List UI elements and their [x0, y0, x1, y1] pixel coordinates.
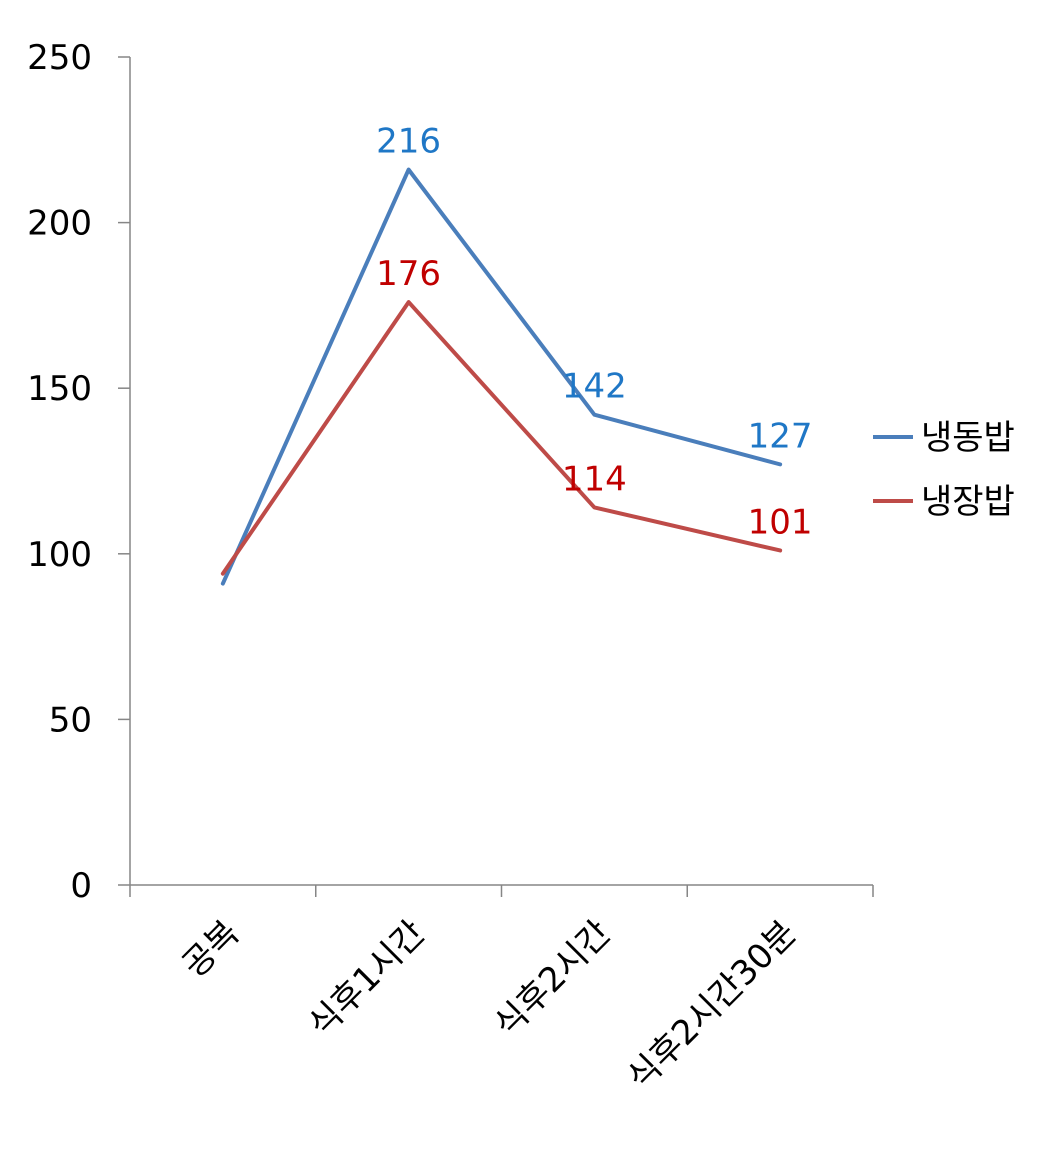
x-category-label: 공복 [175, 913, 248, 986]
y-tick-label: 150 [27, 369, 92, 409]
y-tick-label: 250 [27, 38, 92, 78]
x-category-label: 식후2시간 [487, 913, 619, 1045]
series-line [223, 302, 780, 574]
data-label: 114 [562, 459, 627, 499]
data-label: 176 [376, 254, 441, 294]
legend-label: 냉동밥 [921, 418, 1015, 458]
data-label: 142 [562, 367, 627, 407]
y-tick-label: 200 [27, 204, 92, 244]
data-label: 216 [376, 122, 441, 162]
x-category-label: 식후1시간 [301, 913, 433, 1045]
data-labels: 216 142 127 176 114 101 [376, 122, 812, 543]
series-lines [223, 170, 780, 584]
y-tick-label: 50 [49, 700, 92, 740]
legend-label: 냉장밥 [921, 482, 1015, 522]
data-label: 101 [748, 502, 813, 542]
y-tick-label: 0 [70, 866, 92, 906]
data-label: 127 [748, 416, 813, 456]
series-line [223, 170, 780, 584]
y-tick-label: 100 [27, 535, 92, 575]
x-category-label: 식후2시간30분 [620, 913, 805, 1098]
